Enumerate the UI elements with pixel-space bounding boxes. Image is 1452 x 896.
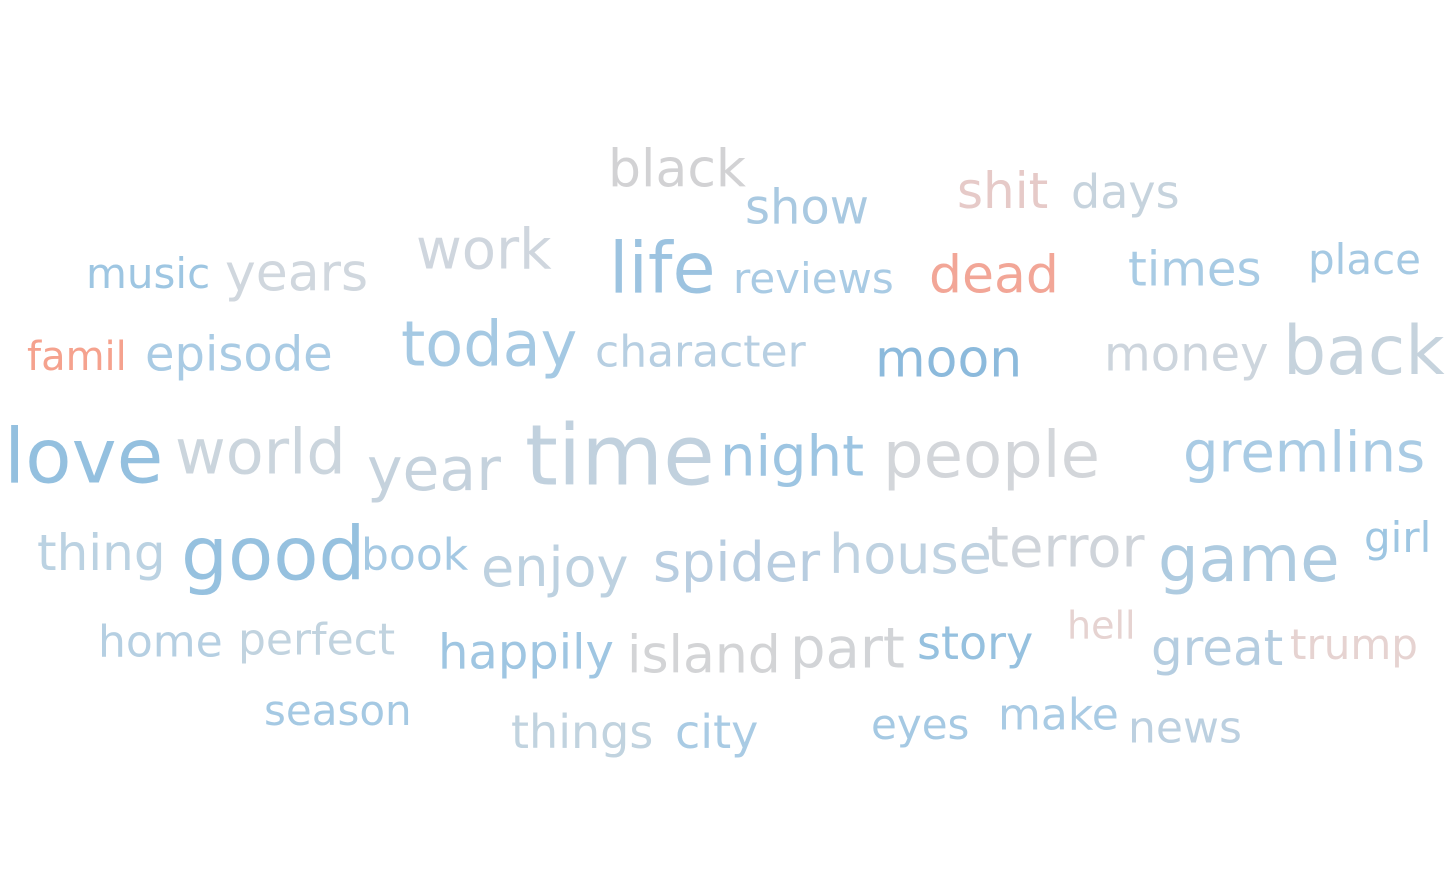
- word-times: times: [1128, 241, 1262, 298]
- word-gremlins: gremlins: [1183, 420, 1426, 486]
- word-great: great: [1151, 619, 1284, 677]
- word-work: work: [416, 217, 552, 283]
- word-money: money: [1104, 326, 1269, 383]
- word-news: news: [1128, 702, 1242, 754]
- word-back: back: [1283, 311, 1445, 391]
- word-year: year: [367, 435, 501, 506]
- word-game: game: [1158, 523, 1340, 598]
- word-home: home: [98, 616, 223, 668]
- word-black: black: [608, 139, 747, 200]
- word-part: part: [790, 616, 905, 682]
- word-music: music: [86, 249, 211, 299]
- word-night: night: [720, 424, 865, 490]
- word-island: island: [627, 625, 781, 686]
- word-eyes: eyes: [871, 700, 970, 750]
- word-famil: famil: [27, 333, 127, 380]
- word-world: world: [175, 415, 346, 489]
- word-episode: episode: [145, 326, 333, 383]
- word-love: love: [4, 411, 164, 501]
- word-thing: thing: [37, 524, 166, 582]
- word-life: life: [609, 227, 716, 310]
- word-show: show: [745, 179, 870, 236]
- word-place: place: [1308, 235, 1421, 285]
- word-hell: hell: [1067, 603, 1136, 648]
- word-character: character: [595, 326, 806, 378]
- word-city: city: [675, 705, 759, 760]
- word-spider: spider: [653, 530, 821, 594]
- word-make: make: [998, 689, 1119, 741]
- word-shit: shit: [957, 162, 1049, 220]
- word-happily: happily: [438, 624, 614, 681]
- word-things: things: [511, 705, 654, 760]
- word-good: good: [181, 511, 366, 598]
- word-dead: dead: [929, 245, 1059, 306]
- word-time: time: [525, 406, 715, 505]
- word-house: house: [829, 522, 992, 586]
- word-reviews: reviews: [733, 254, 894, 304]
- word-days: days: [1071, 165, 1180, 220]
- word-terror: terror: [987, 515, 1145, 581]
- word-trump: trump: [1290, 620, 1418, 670]
- word-years: years: [225, 243, 369, 304]
- word-season: season: [264, 686, 412, 736]
- word-moon: moon: [875, 329, 1023, 390]
- word-perfect: perfect: [238, 614, 396, 666]
- word-people: people: [883, 419, 1100, 494]
- word-enjoy: enjoy: [481, 535, 629, 599]
- word-girl: girl: [1364, 513, 1432, 563]
- word-today: today: [401, 307, 578, 381]
- word-book: book: [361, 529, 469, 581]
- word-story: story: [917, 616, 1034, 671]
